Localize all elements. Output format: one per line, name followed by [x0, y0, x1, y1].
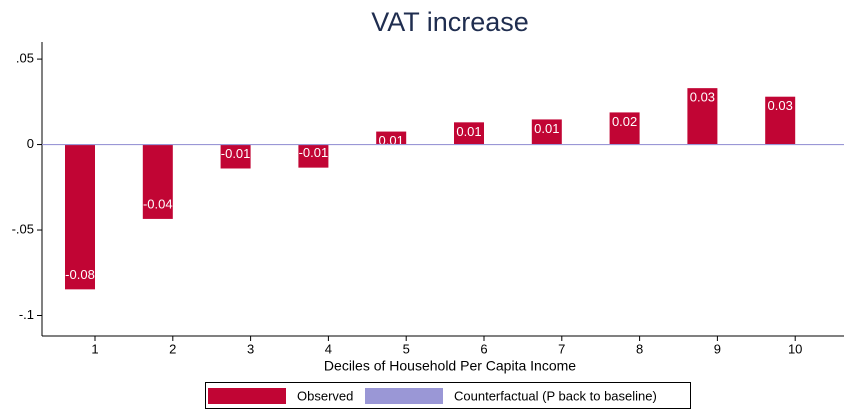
x-tick-label: 10 [788, 341, 802, 356]
legend-box [205, 382, 691, 409]
legend-swatch [365, 388, 443, 404]
chart-title: VAT increase [371, 7, 529, 37]
x-tick-label: 1 [91, 341, 98, 356]
value-label: -0.08 [65, 267, 95, 282]
x-tick-label: 9 [714, 341, 721, 356]
bar [65, 144, 95, 290]
value-label: 0.01 [379, 133, 404, 148]
value-label: 0.01 [534, 121, 559, 136]
bar [298, 144, 329, 168]
legend-swatch [208, 388, 286, 404]
y-tick-label: 0 [27, 136, 34, 151]
x-axis-label: Deciles of Household Per Capita Income [324, 358, 576, 374]
value-label: -0.01 [221, 146, 251, 161]
x-tick-label: 7 [558, 341, 565, 356]
bar [765, 96, 796, 145]
bar [454, 122, 484, 145]
x-tick-label: 8 [636, 341, 643, 356]
bar [220, 144, 251, 169]
bar [376, 131, 407, 145]
x-tick-label: 4 [325, 341, 332, 356]
value-label: -0.04 [143, 196, 173, 211]
x-tick-label: 3 [247, 341, 254, 356]
x-tick-label: 6 [480, 341, 487, 356]
bar [142, 144, 173, 219]
value-label: 0.01 [456, 124, 481, 139]
y-tick-label: -.05 [12, 221, 34, 236]
x-tick-label: 5 [403, 341, 410, 356]
bar [609, 112, 640, 145]
value-label: 0.03 [768, 98, 793, 113]
legend-label: Counterfactual (P back to baseline) [454, 388, 657, 403]
bar [687, 88, 718, 145]
legend-label: Observed [297, 388, 353, 403]
x-tick-label: 2 [169, 341, 176, 356]
y-tick-label: -.1 [19, 307, 34, 322]
y-tick-label: .05 [16, 51, 34, 66]
value-label: -0.01 [299, 145, 329, 160]
value-label: 0.02 [612, 114, 637, 129]
value-label: 0.03 [690, 90, 715, 105]
bar [531, 119, 562, 145]
